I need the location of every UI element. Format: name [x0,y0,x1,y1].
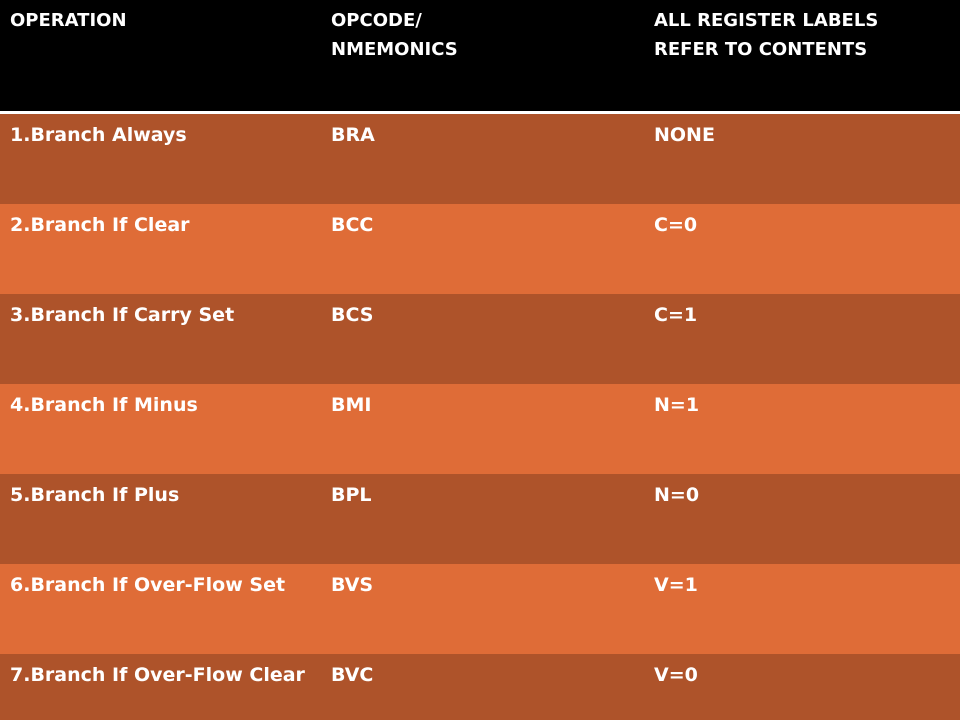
opcode-cell: BVS [331,574,374,596]
operation-cell-text: 7.Branch If Over-Flow Clear [10,664,305,686]
header-operation-label: OPERATION [10,10,127,31]
header-opcode-line2: NMEMONICS [331,39,458,60]
opcode-cell: BRA [331,124,375,146]
table-header: OPERATION OPCODE/ NMEMONICS ALL REGISTER… [0,0,960,111]
condition-cell: V=0 [654,664,698,686]
opcode-cell: BPL [331,484,372,506]
operation-cell: 6.Branch If Over-Flow Set [10,574,286,596]
table-row: 4.Branch If Minus BMI N=1 [0,384,960,474]
table-row: 5.Branch If Plus BPL N=0 [0,474,960,564]
condition-cell: N=0 [654,484,700,506]
header-register-labels: ALL REGISTER LABELS REFER TO CONTENTS [654,6,878,64]
header-opcode-line1: OPCODE/ [331,10,422,31]
condition-cell: N=1 [654,394,700,416]
header-opcode: OPCODE/ NMEMONICS [331,6,458,64]
table-row: 1.Branch Always BRA NONE [0,114,960,204]
table-row: 7.Branch If Over-Flow Clear BVC V=0 [0,654,960,720]
opcode-cell: BCS [331,304,374,326]
operation-cell: 2.Branch If Clear [10,214,190,236]
condition-cell: V=1 [654,574,698,596]
opcode-cell: BMI [331,394,372,416]
operation-cell: 1.Branch Always [10,124,187,146]
header-divider [0,111,960,114]
header-operation: OPERATION [10,6,127,35]
operation-cell: 3.Branch If Carry Set [10,304,235,326]
opcode-cell: BCC [331,214,374,236]
condition-cell: C=0 [654,214,698,236]
table-row: 3.Branch If Carry Set BCS C=1 [0,294,960,384]
operation-cell: 5.Branch If Plus [10,484,180,506]
header-labels-line2: REFER TO CONTENTS [654,39,868,60]
table-row: 6.Branch If Over-Flow Set BVS V=1 [0,564,960,654]
table-row: 2.Branch If Clear BCC C=0 [0,204,960,294]
condition-cell: C=1 [654,304,698,326]
opcode-cell: BVC [331,664,374,686]
header-labels-line1: ALL REGISTER LABELS [654,10,879,31]
condition-cell: NONE [654,124,715,146]
operation-cell: 4.Branch If Minus [10,394,198,416]
operation-cell: 7.Branch If Over-Flow Clear [10,660,310,690]
